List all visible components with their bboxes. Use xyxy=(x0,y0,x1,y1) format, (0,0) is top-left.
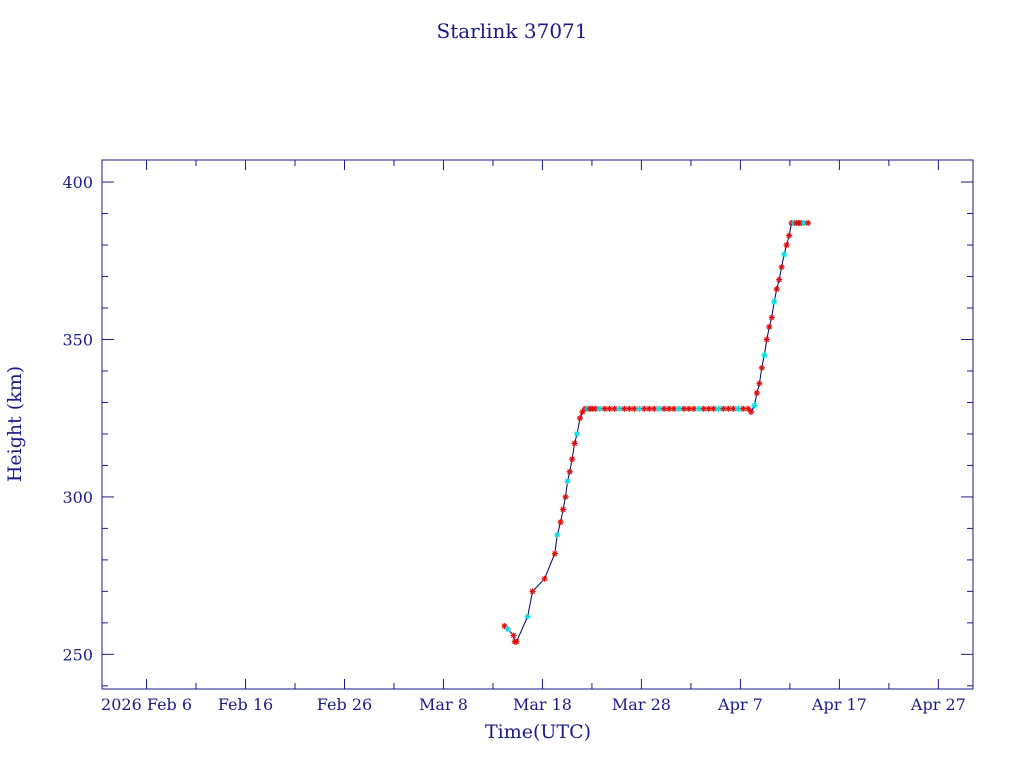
data-point xyxy=(554,531,561,538)
data-point xyxy=(786,232,793,239)
data-point xyxy=(592,405,599,412)
data-point xyxy=(504,626,511,633)
x-tick-label: Feb 26 xyxy=(317,695,372,714)
data-point xyxy=(529,588,536,595)
data-point xyxy=(781,251,788,258)
data-point xyxy=(541,575,548,582)
x-tick-label: Apr 7 xyxy=(717,695,763,714)
y-axis: 250 300 350 400 xyxy=(62,173,973,687)
x-tick-label: Apr 27 xyxy=(910,695,966,714)
data-point xyxy=(720,405,727,412)
x-tick-label: Mar 8 xyxy=(419,695,468,714)
data-point xyxy=(566,468,573,475)
y-tick-label: 400 xyxy=(62,173,93,192)
data-point xyxy=(761,352,768,359)
data-point xyxy=(510,632,517,639)
data-point xyxy=(763,336,770,343)
data-point xyxy=(753,390,760,397)
data-point xyxy=(576,415,583,422)
x-tick-label: Mar 28 xyxy=(612,695,671,714)
data-point xyxy=(626,405,633,412)
data-point xyxy=(758,364,765,371)
data-point xyxy=(766,323,773,330)
data-point xyxy=(501,623,508,630)
data-point xyxy=(606,405,613,412)
data-point xyxy=(651,405,658,412)
chart-title: Starlink 37071 xyxy=(437,19,588,43)
data-point xyxy=(560,506,567,513)
data-point xyxy=(524,613,531,620)
data-point xyxy=(564,478,571,485)
series-line xyxy=(504,222,808,643)
data-point xyxy=(751,402,758,409)
x-axis: 2026 Feb 6 Feb 16 Feb 26 Mar 8 Mar 18 Mar 28 A… xyxy=(101,160,966,714)
x-tick-label: Mar 18 xyxy=(513,695,572,714)
data-series xyxy=(501,219,812,645)
y-tick-label: 300 xyxy=(62,488,93,507)
x-tick-label: Feb 16 xyxy=(218,695,273,714)
data-point xyxy=(571,440,578,447)
x-tick-label: 2026 Feb 6 xyxy=(101,695,192,714)
data-point xyxy=(805,219,812,226)
x-axis-label: Time(UTC) xyxy=(485,721,591,743)
data-point xyxy=(773,286,780,293)
plot-frame xyxy=(101,159,974,690)
data-point xyxy=(800,219,807,226)
data-point xyxy=(513,638,520,645)
data-point xyxy=(569,456,576,463)
data-point xyxy=(621,405,628,412)
data-point xyxy=(768,314,775,321)
data-point xyxy=(776,276,783,283)
y-tick-label: 250 xyxy=(62,645,93,664)
data-point xyxy=(574,430,581,437)
y-axis-label: Height (km) xyxy=(4,366,26,482)
data-point xyxy=(562,493,569,500)
data-point xyxy=(616,405,623,412)
data-point xyxy=(778,264,785,271)
data-point xyxy=(748,408,755,415)
data-point xyxy=(783,242,790,249)
y-tick-label: 350 xyxy=(62,330,93,349)
data-point xyxy=(771,298,778,305)
x-tick-label: Apr 17 xyxy=(811,695,867,714)
data-point xyxy=(551,550,558,557)
data-point xyxy=(756,380,763,387)
data-point xyxy=(557,519,564,526)
